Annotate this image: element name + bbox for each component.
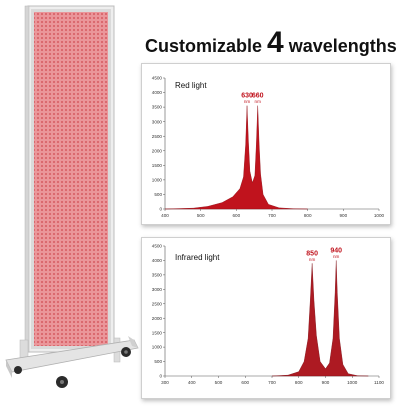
- peak-wavelength-label: 850: [306, 250, 318, 257]
- y-tick-label: 0: [159, 207, 162, 212]
- y-tick-label: 4500: [152, 244, 163, 249]
- headline-number: 4: [267, 26, 284, 59]
- x-tick-label: 500: [215, 380, 223, 385]
- y-tick-label: 3000: [152, 119, 163, 124]
- peak-unit-label: nm: [255, 99, 262, 104]
- caster-wheel: [14, 366, 68, 388]
- y-tick-label: 1000: [152, 345, 163, 350]
- y-tick-label: 0: [159, 374, 162, 379]
- peak-unit-label: nm: [244, 99, 251, 104]
- spectrum-area: [271, 260, 369, 377]
- red-light-spectrum-panel: 0 500 1000 1500 2000 2500 3000 3500 4000 4500 400 5…: [141, 63, 391, 225]
- y-tick-label: 3000: [152, 287, 163, 292]
- x-tick-label: 400: [188, 380, 196, 385]
- x-tick-label: 1000: [347, 380, 358, 385]
- headline: Customizable 4 wavelengths: [145, 26, 397, 70]
- chart-title: Red light: [175, 81, 207, 90]
- infrared-light-spectrum-chart: 0 500 1000 1500 2000 2500 3000 3500 4000 4500 300 4…: [152, 244, 385, 385]
- y-tick-label: 2500: [152, 301, 163, 306]
- y-tick-label: 1500: [152, 163, 163, 168]
- peak-wavelength-label: 660: [252, 93, 264, 100]
- y-tick-label: 4000: [152, 90, 163, 95]
- stand-base: [5, 336, 139, 378]
- red-light-spectrum-chart: 0 500 1000 1500 2000 2500 3000 3500 4000 4500 400 5…: [152, 76, 385, 218]
- headline-suffix: wavelengths: [288, 36, 397, 56]
- peak-wavelength-label: 630: [241, 93, 253, 100]
- spectrum-area: [164, 105, 308, 210]
- caster-wheel: [121, 347, 131, 357]
- led-array: [34, 12, 108, 346]
- x-tick-label: 600: [232, 213, 240, 218]
- x-tick-label: 800: [304, 213, 312, 218]
- y-tick-label: 3500: [152, 272, 163, 277]
- x-tick-label: 400: [161, 213, 169, 218]
- headline-prefix: Customizable: [145, 36, 263, 56]
- x-tick-label: 900: [322, 380, 330, 385]
- x-tick-label: 900: [339, 213, 347, 218]
- y-tick-label: 500: [154, 192, 162, 197]
- light-panel-device: [5, 5, 139, 388]
- y-tick-label: 2000: [152, 148, 163, 153]
- y-tick-label: 1000: [152, 177, 163, 182]
- x-tick-label: 500: [197, 213, 205, 218]
- x-tick-label: 700: [268, 213, 276, 218]
- peak-unit-label: nm: [309, 257, 316, 262]
- peak-wavelength-label: 940: [330, 247, 342, 254]
- x-tick-label: 700: [268, 380, 276, 385]
- y-tick-label: 2500: [152, 134, 163, 139]
- y-tick-label: 1500: [152, 330, 163, 335]
- y-tick-label: 4500: [152, 76, 163, 81]
- y-tick-label: 2000: [152, 316, 163, 321]
- infrared-light-spectrum-panel: 0 500 1000 1500 2000 2500 3000 3500 4000 4500 300 4…: [141, 237, 391, 399]
- peak-unit-label: nm: [333, 254, 340, 259]
- y-tick-label: 500: [154, 359, 162, 364]
- y-tick-label: 4000: [152, 258, 163, 263]
- y-tick-label: 3500: [152, 105, 163, 110]
- x-tick-label: 300: [161, 380, 169, 385]
- chart-title: Infrared light: [175, 253, 220, 262]
- x-tick-label: 1000: [374, 213, 385, 218]
- x-tick-label: 800: [295, 380, 303, 385]
- x-tick-label: 1100: [374, 380, 384, 385]
- x-tick-label: 600: [241, 380, 249, 385]
